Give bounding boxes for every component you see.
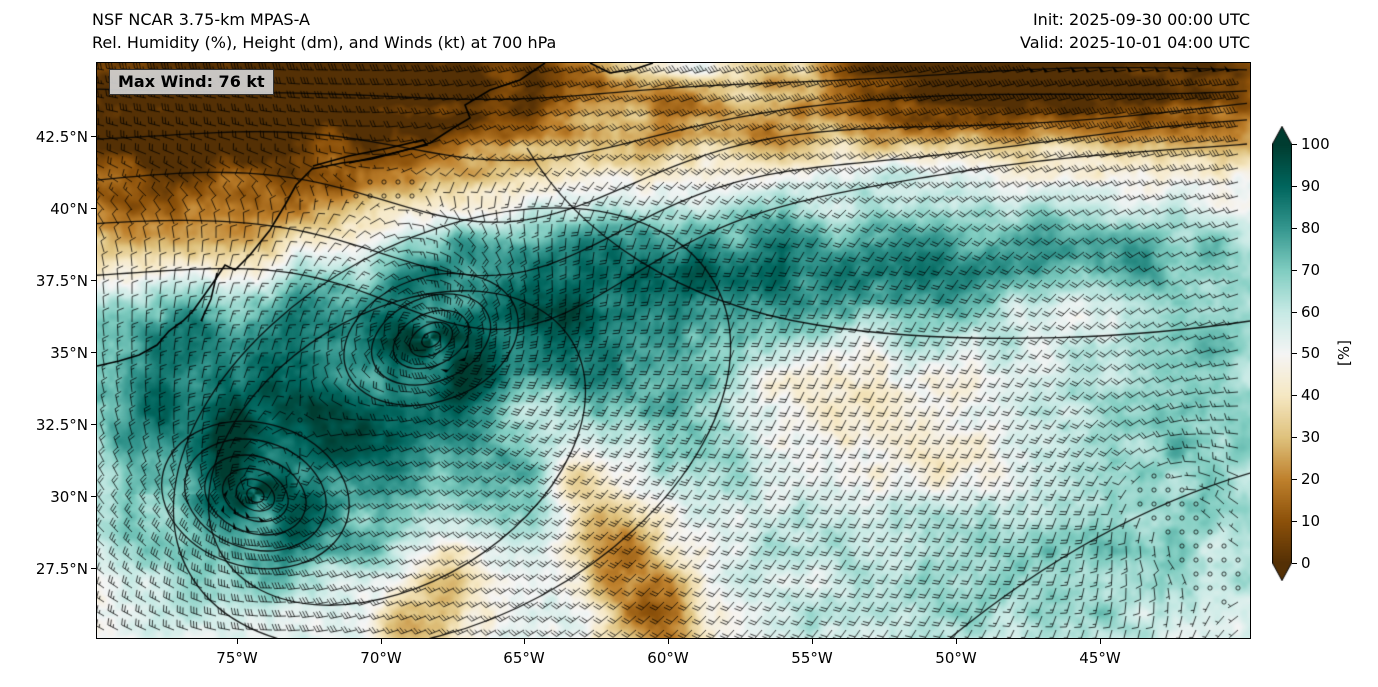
y-tick-label: 37.5°N bbox=[35, 272, 88, 290]
x-tick-mark bbox=[668, 639, 669, 644]
x-tick-mark bbox=[524, 639, 525, 644]
y-tick-label: 32.5°N bbox=[35, 416, 88, 434]
map-frame: Max Wind: 76 kt bbox=[96, 62, 1251, 639]
x-tick-label: 55°W bbox=[791, 649, 833, 667]
x-tick-mark bbox=[1100, 639, 1101, 644]
x-tick-label: 75°W bbox=[216, 649, 258, 667]
x-tick-mark bbox=[956, 639, 957, 644]
y-tick-label: 30°N bbox=[50, 488, 88, 506]
x-tick-label: 45°W bbox=[1079, 649, 1121, 667]
figure-title: NSF NCAR 3.75-km MPAS-A bbox=[92, 10, 310, 29]
colorbar-tick-label: 50 bbox=[1301, 344, 1321, 362]
x-tick-label: 60°W bbox=[647, 649, 689, 667]
colorbar-tick-mark bbox=[1292, 479, 1297, 480]
figure-subtitle: Rel. Humidity (%), Height (dm), and Wind… bbox=[92, 33, 557, 52]
y-tick-mark bbox=[91, 352, 96, 353]
colorbar-tick-mark bbox=[1292, 312, 1297, 313]
y-tick-mark bbox=[91, 136, 96, 137]
colorbar-tick-label: 40 bbox=[1301, 386, 1321, 404]
colorbar-tick-mark bbox=[1292, 395, 1297, 396]
colorbar-tick-label: 80 bbox=[1301, 219, 1321, 237]
colorbar-tick-label: 90 bbox=[1301, 177, 1321, 195]
y-tick-mark bbox=[91, 280, 96, 281]
colorbar-tick-label: 10 bbox=[1301, 512, 1321, 530]
colorbar-tick-label: 30 bbox=[1301, 428, 1321, 446]
map-canvas bbox=[97, 63, 1250, 638]
colorbar-unit-label: [%] bbox=[1335, 340, 1353, 366]
colorbar-tick-label: 20 bbox=[1301, 470, 1321, 488]
x-tick-label: 70°W bbox=[360, 649, 402, 667]
colorbar-tick-mark bbox=[1292, 563, 1297, 564]
colorbar-tick-label: 70 bbox=[1301, 261, 1321, 279]
y-tick-mark bbox=[91, 208, 96, 209]
x-tick-mark bbox=[812, 639, 813, 644]
x-tick-label: 50°W bbox=[935, 649, 977, 667]
max-wind-annotation: Max Wind: 76 kt bbox=[109, 69, 274, 95]
y-tick-mark bbox=[91, 568, 96, 569]
valid-time: Valid: 2025-10-01 04:00 UTC bbox=[1019, 33, 1250, 52]
colorbar-tick-label: 100 bbox=[1301, 135, 1330, 153]
colorbar-tick-mark bbox=[1292, 186, 1297, 187]
colorbar-tick-mark bbox=[1292, 437, 1297, 438]
init-time: Init: 2025-09-30 00:00 UTC bbox=[1032, 10, 1250, 29]
y-tick-label: 27.5°N bbox=[35, 560, 88, 578]
x-tick-label: 65°W bbox=[503, 649, 545, 667]
colorbar-tick-label: 60 bbox=[1301, 303, 1321, 321]
y-tick-label: 42.5°N bbox=[35, 128, 88, 146]
colorbar-tick-mark bbox=[1292, 144, 1297, 145]
y-tick-mark bbox=[91, 424, 96, 425]
colorbar-tick-mark bbox=[1292, 270, 1297, 271]
colorbar-tick-mark bbox=[1292, 228, 1297, 229]
colorbar-canvas bbox=[1272, 126, 1292, 581]
colorbar-tick-label: 0 bbox=[1301, 554, 1311, 572]
y-tick-label: 35°N bbox=[50, 344, 88, 362]
x-tick-mark bbox=[381, 639, 382, 644]
colorbar-tick-mark bbox=[1292, 521, 1297, 522]
y-tick-mark bbox=[91, 496, 96, 497]
y-tick-label: 40°N bbox=[50, 200, 88, 218]
colorbar-tick-mark bbox=[1292, 353, 1297, 354]
x-tick-mark bbox=[237, 639, 238, 644]
